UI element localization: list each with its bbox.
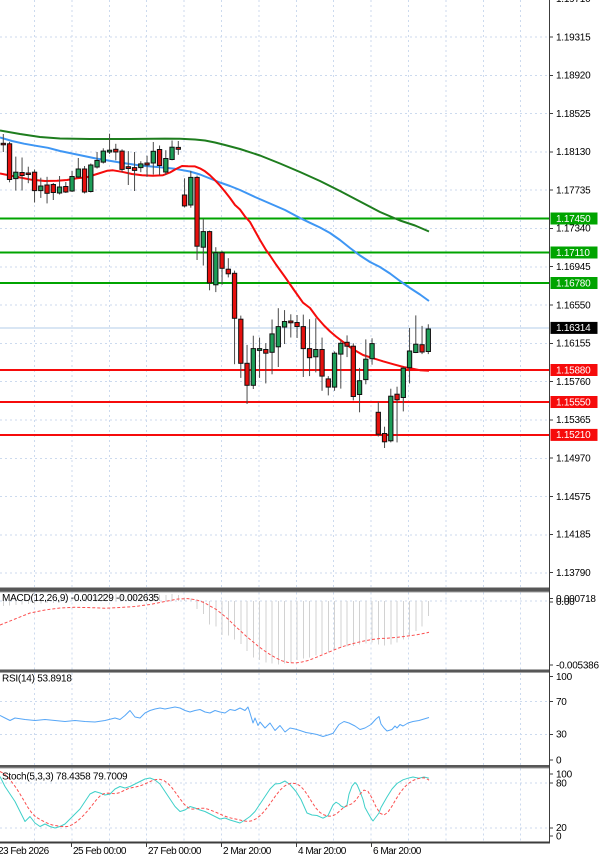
svg-text:1.17735: 1.17735 (556, 186, 591, 197)
svg-text:1.13790: 1.13790 (556, 568, 591, 579)
svg-text:70: 70 (556, 697, 567, 708)
svg-text:0: 0 (556, 831, 562, 842)
svg-text:-0.005386: -0.005386 (556, 660, 599, 671)
svg-text:1.16155: 1.16155 (556, 339, 591, 350)
svg-text:1.17450: 1.17450 (556, 214, 591, 225)
svg-text:0.00: 0.00 (556, 597, 575, 608)
svg-text:30: 30 (556, 730, 567, 741)
svg-text:20: 20 (556, 823, 567, 834)
svg-text:1.17110: 1.17110 (556, 248, 590, 259)
svg-text:23 Feb 2026: 23 Feb 2026 (0, 846, 50, 857)
svg-text:27 Feb 00:00: 27 Feb 00:00 (148, 846, 202, 857)
svg-text:1.15365: 1.15365 (556, 415, 591, 426)
svg-text:1.14970: 1.14970 (556, 454, 591, 465)
svg-text:25 Feb 00:00: 25 Feb 00:00 (73, 846, 127, 857)
svg-text:MACD(12,26,9) -0.001229 -0.002: MACD(12,26,9) -0.001229 -0.002635 (2, 593, 160, 604)
svg-text:1.15880: 1.15880 (556, 365, 591, 376)
svg-text:RSI(14) 53.8918: RSI(14) 53.8918 (2, 674, 72, 685)
svg-text:2 Mar 20:00: 2 Mar 20:00 (223, 846, 272, 857)
svg-text:1.16314: 1.16314 (556, 323, 591, 334)
svg-text:6 Mar 20:00: 6 Mar 20:00 (373, 846, 422, 857)
svg-text:1.16550: 1.16550 (556, 300, 591, 311)
svg-text:1.15210: 1.15210 (556, 430, 591, 441)
svg-text:0.000718: 0.000718 (556, 594, 596, 605)
svg-text:1.19315: 1.19315 (556, 32, 591, 43)
svg-text:1.18525: 1.18525 (556, 109, 591, 120)
svg-text:1.14185: 1.14185 (556, 530, 591, 541)
svg-text:Stoch(5,3,3) 78.4358 79.7009: Stoch(5,3,3) 78.4358 79.7009 (2, 772, 128, 783)
svg-text:1.15760: 1.15760 (556, 377, 591, 388)
svg-text:80: 80 (556, 778, 567, 789)
svg-text:100: 100 (556, 769, 573, 780)
svg-text:4 Mar 20:00: 4 Mar 20:00 (298, 846, 347, 857)
svg-text:0: 0 (556, 755, 562, 766)
svg-text:1.18920: 1.18920 (556, 71, 591, 82)
svg-text:1.17340: 1.17340 (556, 224, 591, 235)
svg-text:1.16780: 1.16780 (556, 278, 591, 289)
svg-text:1.14575: 1.14575 (556, 492, 591, 503)
svg-text:1.18130: 1.18130 (556, 147, 591, 158)
svg-text:1.16945: 1.16945 (556, 262, 591, 273)
svg-text:1.15550: 1.15550 (556, 397, 591, 408)
svg-text:100: 100 (556, 672, 573, 683)
svg-text:1.19710: 1.19710 (556, 0, 591, 5)
